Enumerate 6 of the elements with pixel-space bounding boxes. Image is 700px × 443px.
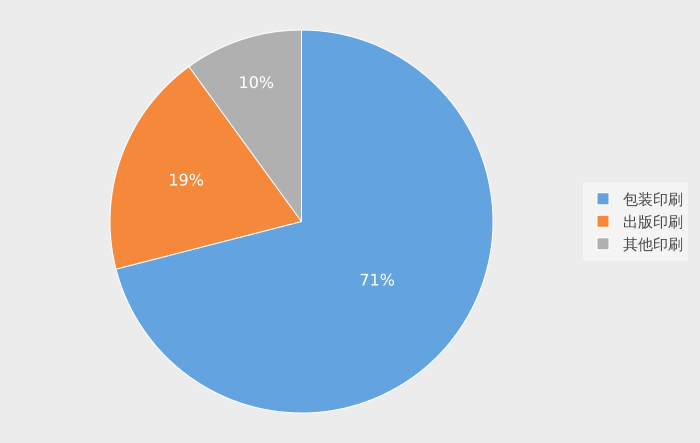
legend-label: 其他印刷 [623, 236, 683, 254]
legend-label: 包装印刷 [623, 190, 683, 209]
data-label: 19% [168, 170, 204, 190]
data-label: 10% [238, 72, 274, 92]
legend-label: 出版印刷 [623, 213, 683, 232]
data-label: 71% [359, 270, 395, 290]
